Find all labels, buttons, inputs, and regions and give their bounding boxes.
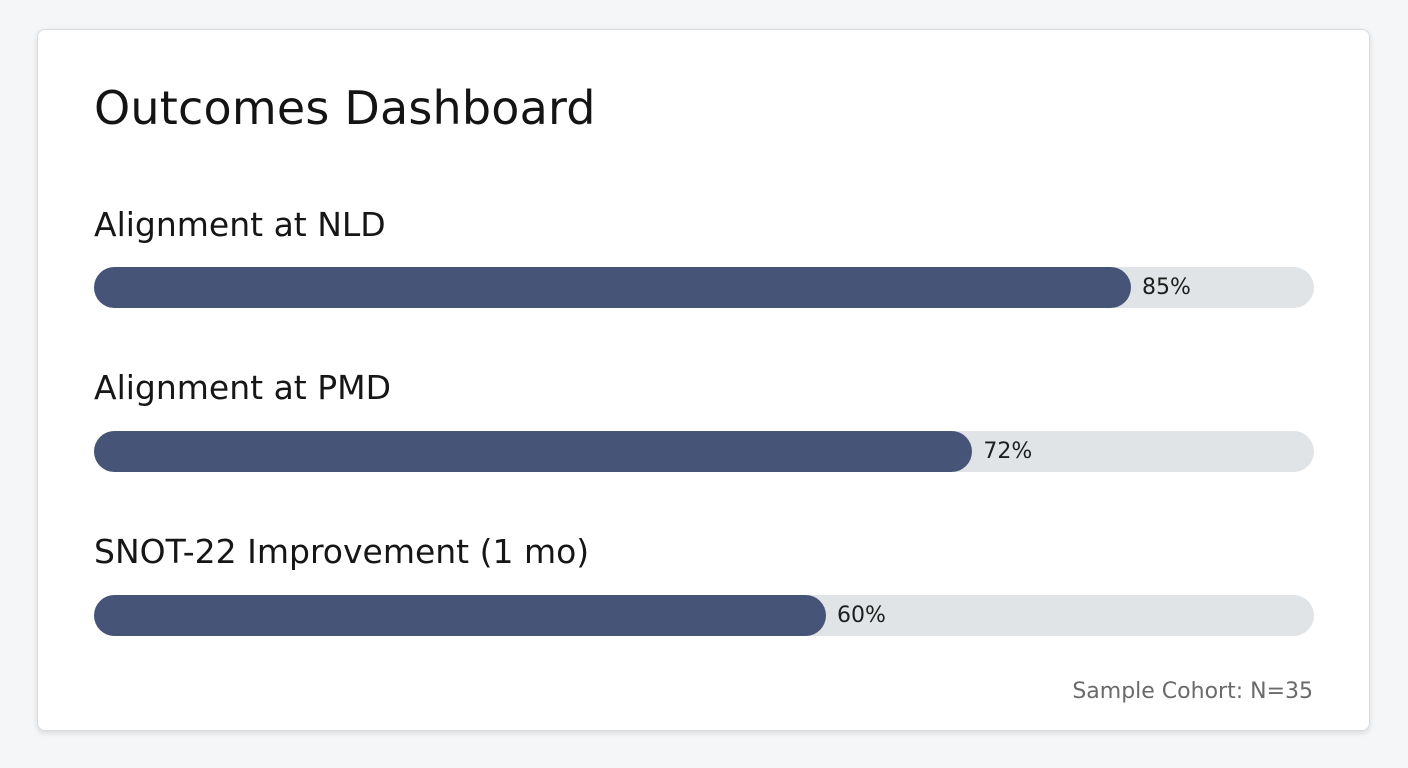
progress-value: 72%: [983, 439, 1033, 464]
cohort-footnote: Sample Cohort: N=35: [1072, 679, 1313, 704]
progress-fill: [94, 267, 1131, 308]
metric-label: Alignment at PMD: [94, 368, 391, 407]
progress-fill: [94, 595, 826, 636]
page-title: Outcomes Dashboard: [94, 81, 596, 135]
progress-value: 85%: [1142, 275, 1191, 300]
outcomes-card: Outcomes Dashboard Alignment at NLD 85% …: [37, 29, 1370, 731]
progress-track: 60%: [94, 595, 1314, 636]
progress-fill: [94, 431, 973, 472]
progress-track: 72%: [94, 431, 1314, 472]
metric-label: Alignment at NLD: [94, 205, 386, 244]
progress-value: 60%: [837, 603, 886, 628]
metric-label: SNOT-22 Improvement (1 mo): [94, 532, 590, 571]
progress-track: 85%: [94, 267, 1314, 308]
